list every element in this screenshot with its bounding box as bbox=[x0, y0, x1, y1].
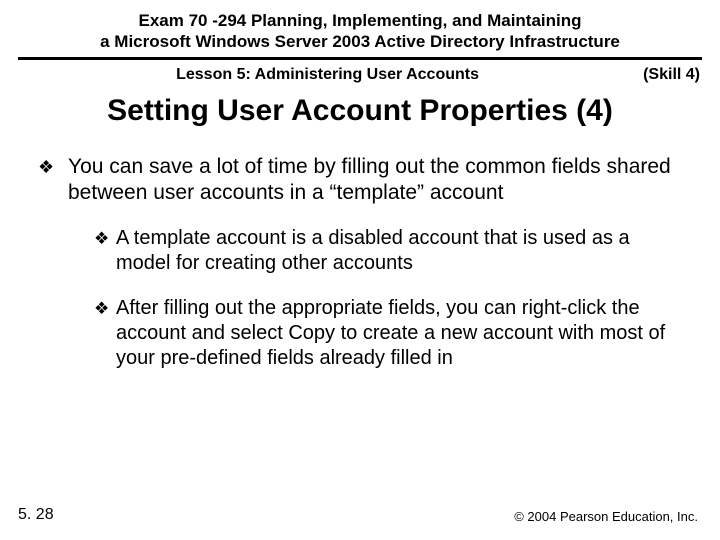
bullet-text: You can save a lot of time by filling ou… bbox=[68, 154, 682, 207]
page-title: Setting User Account Properties (4) bbox=[18, 94, 702, 128]
footer: 5. 28 © 2004 Pearson Education, Inc. bbox=[18, 506, 698, 524]
diamond-bullet-icon: ❖ bbox=[94, 296, 116, 319]
bullet-text: After filling out the appropriate fields… bbox=[116, 296, 682, 371]
bullet-level1: ❖ You can save a lot of time by filling … bbox=[38, 154, 682, 207]
exam-header-line1: Exam 70 -294 Planning, Implementing, and… bbox=[38, 10, 682, 31]
slide: Exam 70 -294 Planning, Implementing, and… bbox=[0, 0, 720, 540]
bullet-level2: ❖ After filling out the appropriate fiel… bbox=[94, 296, 682, 371]
skill-label: (Skill 4) bbox=[635, 66, 700, 84]
lesson-label: Lesson 5: Administering User Accounts bbox=[20, 66, 635, 84]
subheader-row: Lesson 5: Administering User Accounts (S… bbox=[18, 60, 702, 86]
diamond-bullet-icon: ❖ bbox=[38, 154, 68, 179]
content-area: ❖ You can save a lot of time by filling … bbox=[18, 154, 702, 372]
exam-header-line2: a Microsoft Windows Server 2003 Active D… bbox=[38, 31, 682, 52]
bullet-level2: ❖ A template account is a disabled accou… bbox=[94, 226, 682, 276]
copyright-text: © 2004 Pearson Education, Inc. bbox=[514, 509, 698, 524]
bullet-text: A template account is a disabled account… bbox=[116, 226, 682, 276]
exam-header: Exam 70 -294 Planning, Implementing, and… bbox=[18, 10, 702, 60]
diamond-bullet-icon: ❖ bbox=[94, 226, 116, 249]
page-number: 5. 28 bbox=[18, 506, 54, 524]
